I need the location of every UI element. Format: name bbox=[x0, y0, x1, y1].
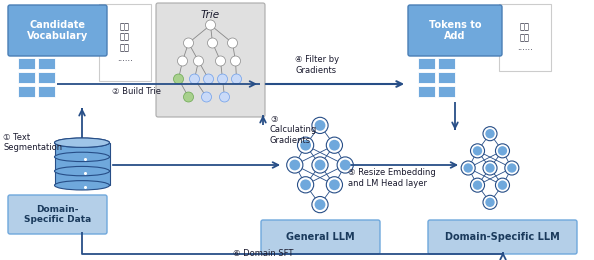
Circle shape bbox=[228, 38, 238, 48]
Circle shape bbox=[206, 20, 216, 30]
Circle shape bbox=[470, 144, 485, 158]
Circle shape bbox=[204, 74, 213, 84]
Text: ① Text
Segmentation: ① Text Segmentation bbox=[3, 133, 62, 152]
Ellipse shape bbox=[55, 152, 109, 161]
FancyBboxPatch shape bbox=[99, 4, 151, 81]
Text: Trie: Trie bbox=[201, 10, 220, 20]
Bar bbox=[438, 86, 455, 97]
Circle shape bbox=[329, 140, 340, 151]
Circle shape bbox=[216, 56, 226, 66]
Circle shape bbox=[298, 137, 314, 153]
Circle shape bbox=[483, 127, 497, 141]
Circle shape bbox=[220, 92, 229, 102]
Bar bbox=[418, 58, 435, 69]
Circle shape bbox=[498, 146, 507, 155]
Bar bbox=[438, 58, 455, 69]
Circle shape bbox=[498, 180, 507, 190]
Bar bbox=[55, 143, 109, 185]
Circle shape bbox=[312, 117, 328, 133]
Circle shape bbox=[485, 163, 495, 173]
Circle shape bbox=[232, 74, 242, 84]
Text: Tokens to
Add: Tokens to Add bbox=[429, 20, 481, 41]
Circle shape bbox=[340, 160, 350, 170]
FancyBboxPatch shape bbox=[408, 5, 502, 56]
Circle shape bbox=[201, 92, 211, 102]
Text: 降压
血糖
染上
......: 降压 血糖 染上 ...... bbox=[117, 22, 133, 63]
Circle shape bbox=[315, 120, 326, 131]
Bar bbox=[38, 58, 55, 69]
Bar bbox=[38, 86, 55, 97]
Bar bbox=[18, 58, 35, 69]
Ellipse shape bbox=[55, 138, 109, 147]
Circle shape bbox=[315, 199, 326, 210]
Bar bbox=[438, 72, 455, 83]
Circle shape bbox=[485, 129, 495, 138]
FancyBboxPatch shape bbox=[8, 195, 107, 234]
Circle shape bbox=[315, 160, 326, 170]
Circle shape bbox=[312, 157, 328, 173]
Bar bbox=[418, 86, 435, 97]
Circle shape bbox=[184, 92, 194, 102]
Circle shape bbox=[217, 74, 228, 84]
Bar bbox=[18, 86, 35, 97]
Bar bbox=[38, 72, 55, 83]
Circle shape bbox=[473, 180, 482, 190]
Circle shape bbox=[189, 74, 200, 84]
Circle shape bbox=[483, 161, 497, 175]
Text: ② Build Trie: ② Build Trie bbox=[112, 88, 161, 96]
Circle shape bbox=[326, 177, 343, 193]
Circle shape bbox=[473, 146, 482, 155]
Circle shape bbox=[300, 140, 311, 151]
Ellipse shape bbox=[55, 166, 109, 176]
Circle shape bbox=[329, 179, 340, 190]
Text: General LLM: General LLM bbox=[286, 232, 355, 242]
Circle shape bbox=[505, 161, 519, 175]
Circle shape bbox=[495, 178, 510, 192]
Circle shape bbox=[300, 179, 311, 190]
Bar bbox=[418, 72, 435, 83]
FancyBboxPatch shape bbox=[8, 5, 107, 56]
Circle shape bbox=[289, 160, 300, 170]
Text: ⑤ Resize Embedding
and LM Head layer: ⑤ Resize Embedding and LM Head layer bbox=[348, 168, 436, 188]
Circle shape bbox=[207, 38, 217, 48]
Circle shape bbox=[173, 74, 184, 84]
FancyBboxPatch shape bbox=[156, 3, 265, 117]
Circle shape bbox=[337, 157, 353, 173]
Circle shape bbox=[483, 195, 497, 209]
Circle shape bbox=[178, 56, 188, 66]
Bar bbox=[18, 72, 35, 83]
Ellipse shape bbox=[55, 138, 109, 147]
FancyBboxPatch shape bbox=[428, 220, 577, 254]
Text: Candidate
Vocabulary: Candidate Vocabulary bbox=[27, 20, 88, 41]
Circle shape bbox=[312, 197, 328, 213]
Circle shape bbox=[326, 137, 343, 153]
Text: 降压
血糖
......: 降压 血糖 ...... bbox=[517, 23, 533, 53]
Circle shape bbox=[287, 157, 303, 173]
Text: ③
Calculating
Gradients: ③ Calculating Gradients bbox=[270, 115, 317, 145]
Text: ④ Filter by
Gradients: ④ Filter by Gradients bbox=[295, 55, 339, 75]
Circle shape bbox=[507, 163, 517, 173]
Circle shape bbox=[461, 161, 475, 175]
Circle shape bbox=[485, 198, 495, 207]
Circle shape bbox=[495, 144, 510, 158]
Circle shape bbox=[230, 56, 241, 66]
FancyBboxPatch shape bbox=[261, 220, 380, 254]
Circle shape bbox=[470, 178, 485, 192]
Ellipse shape bbox=[55, 181, 109, 190]
Text: Domain-Specific LLM: Domain-Specific LLM bbox=[445, 232, 560, 242]
Text: ⑥ Domain SFT: ⑥ Domain SFT bbox=[233, 249, 293, 258]
FancyBboxPatch shape bbox=[499, 4, 551, 71]
Text: Domain-
Specific Data: Domain- Specific Data bbox=[24, 205, 91, 224]
Circle shape bbox=[463, 163, 473, 173]
Circle shape bbox=[194, 56, 204, 66]
Circle shape bbox=[298, 177, 314, 193]
Circle shape bbox=[184, 38, 194, 48]
